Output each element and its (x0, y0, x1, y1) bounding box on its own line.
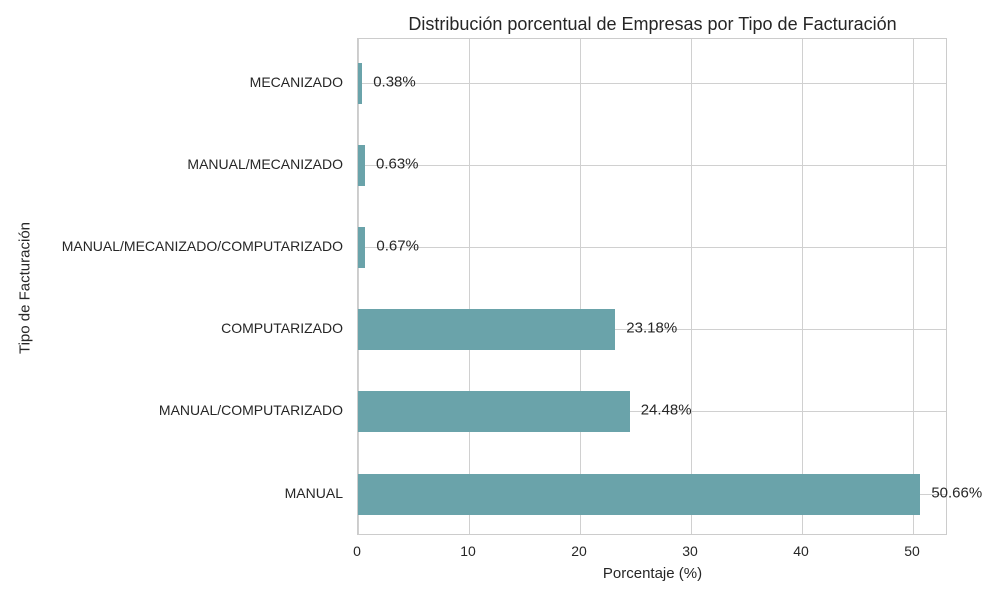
bar-value-label: 23.18% (626, 319, 678, 337)
grid-line-x (580, 39, 581, 534)
bar (358, 390, 630, 432)
grid-line-x (691, 39, 692, 534)
grid-line-y (358, 83, 946, 84)
chart-title: Distribución porcentual de Empresas por … (408, 14, 897, 34)
grid-line-x (358, 39, 359, 534)
bar (358, 62, 363, 104)
bar (358, 226, 366, 268)
plot-area (357, 38, 947, 535)
bar-value-label: 0.67% (376, 237, 419, 255)
y-tick-label: COMPUTARIZADO (221, 320, 343, 336)
grid-line-y (358, 165, 946, 166)
bar-value-label: 50.66% (931, 484, 983, 502)
x-axis-label: Porcentaje (%) (602, 565, 703, 582)
x-tick-label: 50 (904, 543, 920, 559)
bar-value-label: 24.48% (640, 401, 692, 419)
grid-line-x (802, 39, 803, 534)
grid-line-y (358, 329, 946, 330)
x-tick-label: 0 (353, 543, 361, 559)
y-tick-label: MECANIZADO (249, 74, 343, 90)
x-tick-label: 40 (793, 543, 809, 559)
x-tick-label: 20 (571, 543, 587, 559)
bar (358, 473, 921, 515)
grid-line-x (913, 39, 914, 534)
grid-line-y (358, 411, 946, 412)
y-axis-label: Tipo de Facturación (16, 221, 34, 355)
bar-value-label: 0.63% (375, 155, 419, 173)
y-tick-label: MANUAL/MECANIZADO/COMPUTARIZADO (61, 238, 343, 254)
x-tick-label: 30 (682, 543, 698, 559)
bar-value-label: 0.38% (373, 73, 416, 91)
x-tick-label: 10 (460, 543, 476, 559)
grid-line-y (358, 247, 946, 248)
y-tick-label: MANUAL/COMPUTARIZADO (158, 402, 343, 418)
bar (358, 144, 365, 186)
y-tick-label: MANUAL (284, 485, 343, 501)
y-tick-label: MANUAL/MECANIZADO (187, 156, 343, 172)
bar (358, 308, 616, 350)
grid-line-x (469, 39, 470, 534)
